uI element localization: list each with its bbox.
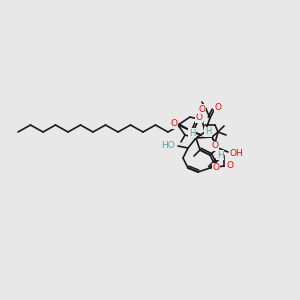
Text: O: O — [214, 103, 221, 112]
Text: O: O — [226, 161, 233, 170]
Text: O: O — [196, 113, 202, 122]
Text: O: O — [212, 164, 220, 172]
Text: O: O — [199, 104, 206, 113]
Text: O: O — [212, 142, 218, 151]
Text: H: H — [205, 128, 211, 136]
Text: O: O — [170, 119, 178, 128]
Text: H: H — [189, 128, 195, 137]
Text: OH: OH — [229, 148, 243, 158]
Text: HO: HO — [161, 140, 175, 149]
Text: H: H — [217, 151, 224, 160]
